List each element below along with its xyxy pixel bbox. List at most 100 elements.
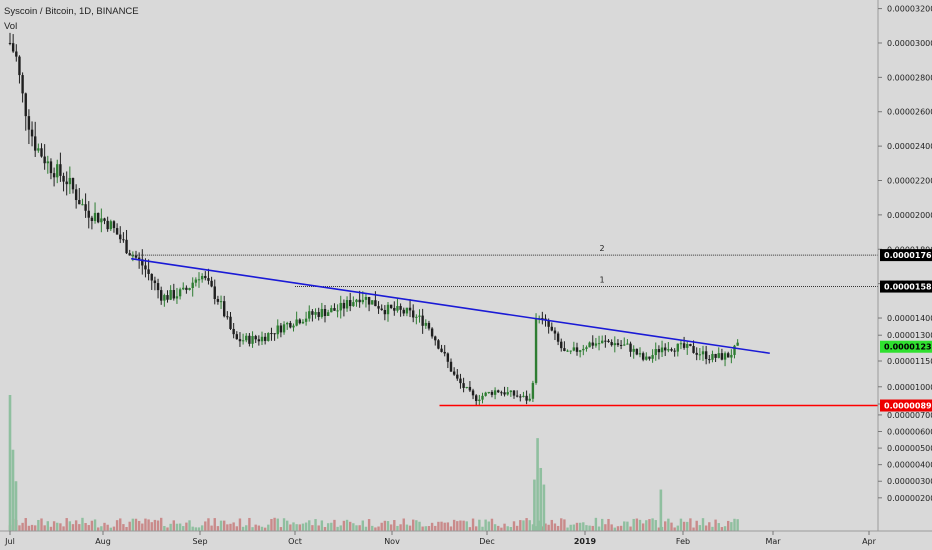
candle-body (676, 343, 679, 352)
candle-body (317, 312, 320, 317)
volume-tick-label: 0.00000400 (887, 461, 932, 470)
volume-bar (144, 518, 147, 531)
volume-bar (679, 518, 683, 531)
candle-body (191, 282, 194, 289)
volume-bar (245, 525, 248, 531)
candle-body (163, 295, 166, 301)
candle (519, 394, 522, 402)
candle-body (566, 350, 569, 352)
candle (701, 345, 705, 361)
candle (163, 293, 166, 307)
candle-body (582, 348, 585, 351)
volume-bar (383, 520, 387, 531)
candle-body (468, 386, 472, 391)
volume-bar (263, 527, 267, 531)
candle (626, 339, 629, 345)
candle (311, 309, 314, 322)
candle-body (651, 355, 654, 359)
candle-body (478, 399, 481, 402)
candle (175, 287, 179, 304)
candle (575, 342, 579, 356)
candle (106, 216, 109, 232)
candle-body (456, 374, 459, 379)
candle-body (185, 287, 188, 290)
volume-bar (544, 523, 547, 531)
volume-bar (635, 518, 639, 531)
candle-body (733, 345, 736, 355)
volume-bar (326, 523, 330, 531)
volume-bar (698, 525, 702, 531)
candle (229, 311, 232, 330)
volume-bar (424, 526, 427, 531)
volume-bar (71, 524, 75, 531)
price-tick-label: 0.00001400 (887, 314, 932, 323)
candle-body (512, 390, 516, 396)
volume-bar (711, 526, 714, 531)
candle-body (125, 239, 128, 254)
candle-body (389, 304, 393, 308)
candle (720, 348, 724, 361)
descending-trendline[interactable] (131, 257, 770, 355)
candle (730, 349, 733, 364)
candle-body (471, 390, 475, 396)
volume-bar (37, 519, 40, 531)
candle (40, 143, 43, 158)
candle (550, 322, 553, 332)
candle-body (686, 344, 689, 348)
candle (635, 348, 639, 356)
volume-bar (720, 527, 724, 531)
candle (434, 335, 437, 346)
volume-bar (509, 527, 513, 531)
candle-body (635, 348, 639, 355)
time-tick-label: Mar (765, 537, 781, 546)
volume-bar (519, 520, 522, 531)
volume-bar (547, 524, 550, 531)
candle-body (714, 353, 717, 358)
candle (503, 386, 506, 397)
candle (100, 208, 103, 233)
volume-bar (147, 519, 150, 531)
candle (358, 290, 361, 308)
candle (52, 167, 56, 187)
candle (11, 34, 15, 53)
price-axis[interactable]: 0.00003200 0.00003000 0.00002800 0.00002600… (877, 0, 932, 531)
volume-bar (78, 524, 81, 531)
candle-body (150, 273, 153, 281)
plot-area[interactable]: 21 (8, 32, 878, 531)
candle-body (679, 343, 683, 345)
volume-tick-label: 0.00000700 (887, 411, 932, 420)
volume-bar (49, 526, 53, 531)
candle-body (525, 395, 528, 401)
candle (657, 345, 661, 360)
volume-bar (150, 522, 153, 531)
candle-body (607, 340, 610, 343)
candle-body (56, 164, 59, 178)
candle (456, 369, 459, 381)
candle-body (216, 299, 220, 302)
candle-body (213, 286, 216, 300)
volume-bar (415, 520, 418, 531)
volume-bar (172, 520, 175, 531)
candle-body (197, 279, 201, 281)
candle (213, 279, 216, 305)
candle (465, 386, 468, 389)
candle (714, 353, 717, 362)
volume-bar (396, 525, 399, 531)
volume-bar (626, 521, 629, 531)
candle-body (619, 344, 623, 346)
candle-body (682, 343, 686, 348)
volume-bar (342, 520, 346, 531)
volume-bar (21, 522, 24, 531)
candle (349, 292, 352, 312)
candle (490, 390, 494, 398)
candle (34, 121, 37, 157)
candle (651, 349, 654, 363)
candle-body (519, 396, 522, 398)
candle (128, 249, 131, 256)
candle-body (371, 300, 374, 305)
time-axis[interactable]: Jul Aug Sep Oct Nov Dec 2019 Feb Mar Apr (0, 530, 932, 546)
candle-body (560, 341, 563, 349)
time-tick-label: Oct (288, 537, 302, 546)
